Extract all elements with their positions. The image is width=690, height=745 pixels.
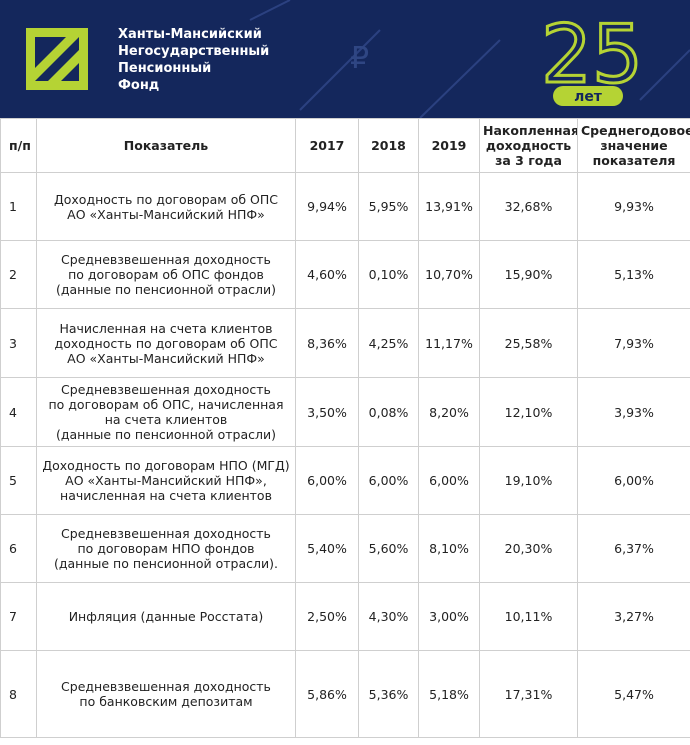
- column-header: 2019: [418, 118, 480, 173]
- column-header: Показатель: [36, 118, 296, 173]
- column-header: п/п: [0, 118, 37, 173]
- table-cell: 13,91%: [418, 172, 480, 241]
- table-row: 8 Средневзвешенная доходность по банковск…: [0, 650, 690, 738]
- table-cell: 5,95%: [358, 172, 419, 241]
- column-header: Среднегодовое значение показателя: [577, 118, 690, 173]
- indicator-cell: Доходность по договорам об ОПС АО «Ханты…: [36, 172, 296, 241]
- table-cell: 7: [0, 582, 37, 651]
- table-cell: 5: [0, 446, 37, 515]
- indicator-cell: Инфляция (данные Росстата): [36, 582, 296, 651]
- table-cell: 5,60%: [358, 514, 419, 583]
- table-cell: 5,40%: [295, 514, 359, 583]
- table-cell: 6,00%: [418, 446, 480, 515]
- table-cell: 8,20%: [418, 377, 480, 447]
- table-row: 7 Инфляция (данные Росстата) 2,50% 4,30% 3,0…: [0, 582, 690, 651]
- banner: ₽ 25 лет Ханты-Мансийский Негосударственн…: [0, 0, 690, 118]
- org-name: Ханты-Мансийский Негосударственный Пенсион…: [118, 26, 269, 94]
- table-cell: 8: [0, 650, 37, 738]
- table-row: 3 Начисленная на счета клиентов доходност…: [0, 308, 690, 378]
- table-cell: 3,93%: [577, 377, 690, 447]
- table-cell: 7,93%: [577, 308, 690, 378]
- badge-word: лет: [574, 89, 603, 105]
- table-cell: 3: [0, 308, 37, 378]
- table-cell: 5,13%: [577, 240, 690, 309]
- table-cell: 11,17%: [418, 308, 480, 378]
- table-cell: 4,60%: [295, 240, 359, 309]
- column-header: 2017: [295, 118, 359, 173]
- table-cell: 5,47%: [577, 650, 690, 738]
- org-line: Негосударственный: [118, 44, 270, 59]
- column-header: Накопленная доходность за 3 года: [479, 118, 578, 173]
- indicator-cell: Начисленная на счета клиентов доходность…: [36, 308, 296, 378]
- table-cell: 8,10%: [418, 514, 480, 583]
- table-cell: 3,27%: [577, 582, 690, 651]
- table-row: 6 Средневзвешенная доходность по договора…: [0, 514, 690, 583]
- returns-table: п/п Показатель 2017 2018 2019 Накопленная дох…: [0, 118, 690, 738]
- table-cell: 12,10%: [479, 377, 578, 447]
- table-cell: 5,18%: [418, 650, 480, 738]
- table-cell: 25,58%: [479, 308, 578, 378]
- table-row: 2 Средневзвешенная доходность по договора…: [0, 240, 690, 309]
- indicator-cell: Средневзвешенная доходность по банковски…: [36, 650, 296, 738]
- table-cell: 8,36%: [295, 308, 359, 378]
- header-row: п/п Показатель 2017 2018 2019 Накопленная дох…: [0, 118, 690, 173]
- table-cell: 6,00%: [358, 446, 419, 515]
- table-cell: 1: [0, 172, 37, 241]
- indicator-cell: Доходность по договорам НПО (МГД) АО «Ха…: [36, 446, 296, 515]
- org-line: Пенсионный: [118, 61, 212, 76]
- table-cell: 9,93%: [577, 172, 690, 241]
- table-cell: 10,11%: [479, 582, 578, 651]
- org-line: Ханты-Мансийский: [118, 27, 262, 42]
- table-cell: 4: [0, 377, 37, 447]
- table-cell: 0,10%: [358, 240, 419, 309]
- table-row: 4 Средневзвешенная доходность по договора…: [0, 377, 690, 447]
- org-line: Фонд: [118, 78, 160, 93]
- table-cell: 20,30%: [479, 514, 578, 583]
- table-cell: 17,31%: [479, 650, 578, 738]
- table-cell: 3,00%: [418, 582, 480, 651]
- table-cell: 5,36%: [358, 650, 419, 738]
- table-cell: 6,00%: [295, 446, 359, 515]
- indicator-cell: Средневзвешенная доходность по договорам…: [36, 514, 296, 583]
- indicator-cell: Средневзвешенная доходность по договорам…: [36, 240, 296, 309]
- column-header: 2018: [358, 118, 419, 173]
- table-cell: 2,50%: [295, 582, 359, 651]
- table-cell: 6,00%: [577, 446, 690, 515]
- banner-art: ₽ 25 лет: [26, 0, 690, 118]
- table-cell: 15,90%: [479, 240, 578, 309]
- table-cell: 10,70%: [418, 240, 480, 309]
- table-cell: 6,37%: [577, 514, 690, 583]
- svg-text:₽: ₽: [350, 41, 369, 76]
- table-cell: 5,86%: [295, 650, 359, 738]
- table-cell: 4,25%: [358, 308, 419, 378]
- table-cell: 2: [0, 240, 37, 309]
- table-row: 5 Доходность по договорам НПО (МГД) АО «Х…: [0, 446, 690, 515]
- table-cell: 6: [0, 514, 37, 583]
- table-cell: 4,30%: [358, 582, 419, 651]
- table-cell: 0,08%: [358, 377, 419, 447]
- table-cell: 19,10%: [479, 446, 578, 515]
- table-cell: 32,68%: [479, 172, 578, 241]
- indicator-cell: Средневзвешенная доходность по договорам…: [36, 377, 296, 447]
- table-row: 1 Доходность по договорам об ОПС АО «Хант…: [0, 172, 690, 241]
- table-cell: 3,50%: [295, 377, 359, 447]
- table-cell: 9,94%: [295, 172, 359, 241]
